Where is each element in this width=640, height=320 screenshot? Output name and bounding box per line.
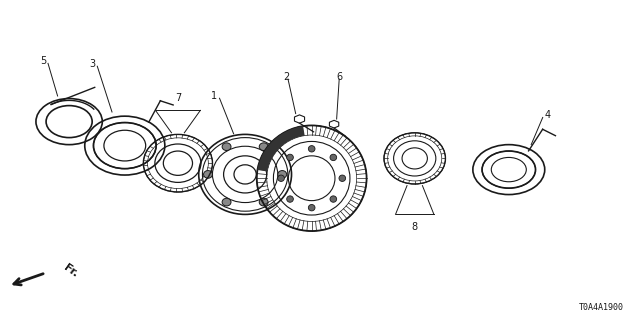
Ellipse shape [308,146,315,152]
Ellipse shape [222,143,231,150]
Ellipse shape [259,198,268,206]
Text: 8: 8 [412,221,418,232]
Text: 2: 2 [283,72,289,82]
Ellipse shape [287,154,293,161]
Ellipse shape [330,154,337,161]
Ellipse shape [287,196,293,202]
Text: 5: 5 [40,56,47,67]
Ellipse shape [259,143,268,150]
Text: T0A4A1900: T0A4A1900 [579,303,624,312]
Ellipse shape [339,175,346,181]
Text: 3: 3 [90,59,96,69]
Ellipse shape [330,196,337,202]
Ellipse shape [278,171,287,178]
Text: 4: 4 [544,110,550,120]
Text: Fr.: Fr. [62,263,80,280]
Text: 1: 1 [211,91,218,101]
Text: 6: 6 [336,72,342,82]
Ellipse shape [204,171,212,178]
Ellipse shape [308,204,315,211]
Text: 7: 7 [175,93,181,103]
Ellipse shape [222,198,231,206]
Ellipse shape [278,175,284,181]
Polygon shape [257,126,305,172]
